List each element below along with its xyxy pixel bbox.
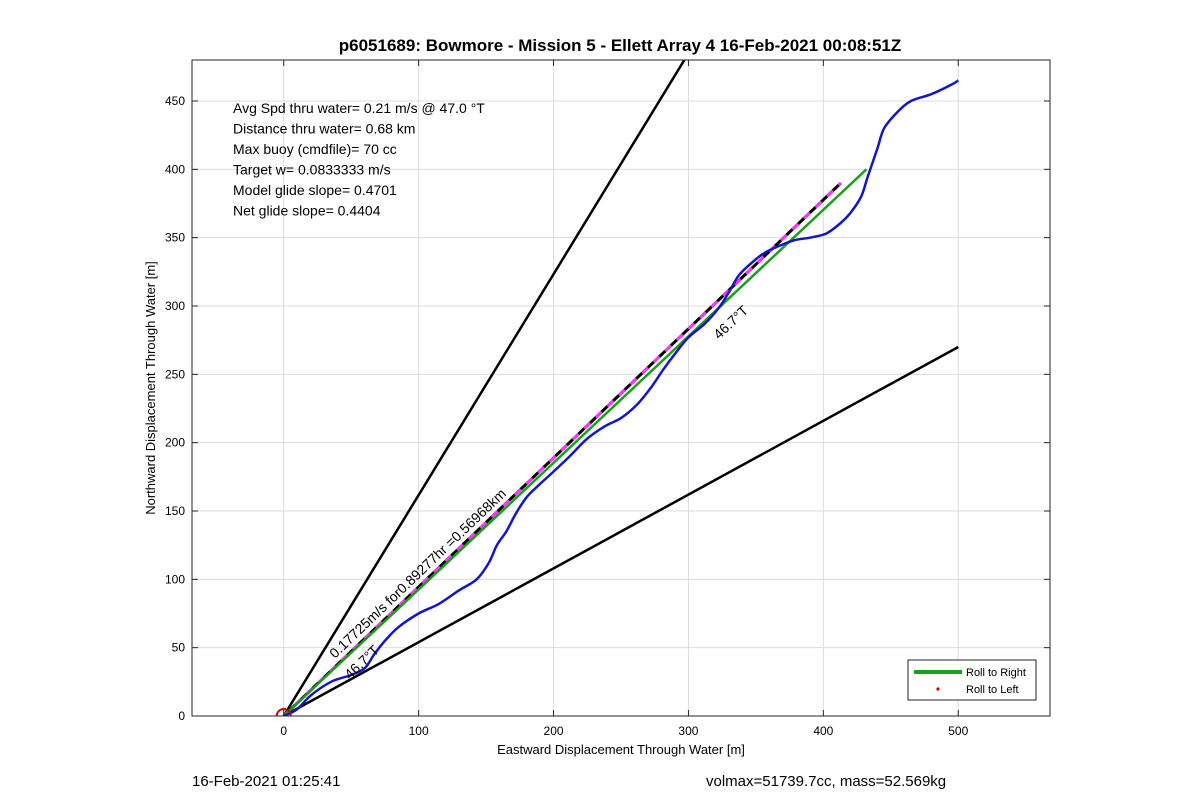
x-tick-label: 500 bbox=[948, 724, 968, 738]
stats-annotation-line: Distance thru water= 0.68 km bbox=[233, 121, 415, 137]
y-tick-label: 100 bbox=[165, 572, 185, 586]
x-axis-label: Eastward Displacement Through Water [m] bbox=[497, 742, 745, 757]
glide-bound-steep-line bbox=[282, 60, 686, 716]
x-tick-label: 100 bbox=[409, 724, 429, 738]
grid-lines bbox=[192, 60, 1050, 717]
stats-annotation-line: Net glide slope= 0.4404 bbox=[233, 203, 381, 219]
current-track-dash bbox=[282, 181, 842, 716]
stats-annotation-line: Model glide slope= 0.4701 bbox=[233, 182, 397, 198]
legend-label-roll-right: Roll to Right bbox=[966, 667, 1026, 679]
legend-swatch-roll-left bbox=[936, 687, 940, 691]
y-tick-label: 300 bbox=[165, 299, 185, 313]
plot-area bbox=[192, 60, 1050, 716]
y-tick-label: 50 bbox=[172, 641, 186, 655]
plot-frame bbox=[191, 59, 1051, 717]
y-tick-label: 350 bbox=[165, 231, 185, 245]
y-tick-label: 450 bbox=[165, 94, 185, 108]
axis-ticks: 0 100 200 300 400 500 0 50 100 150 200 250 300 350 400… bbox=[165, 60, 1050, 738]
glider-track-line bbox=[283, 79, 959, 716]
footer-timestamp: 16-Feb-2021 01:25:41 bbox=[192, 773, 341, 790]
y-tick-label: 150 bbox=[165, 504, 185, 518]
glide-bound-shallow-line bbox=[283, 345, 959, 716]
roll-to-right-line bbox=[282, 168, 868, 716]
x-tick-label: 0 bbox=[280, 724, 287, 738]
stats-annotations: Avg Spd thru water= 0.21 m/s @ 47.0 °T Di… bbox=[233, 100, 485, 219]
y-tick-label: 0 bbox=[178, 709, 185, 723]
footer-vehicle-info: volmax=51739.7cc, mass=52.569kg bbox=[706, 773, 947, 790]
series-layer bbox=[275, 60, 959, 716]
origin-circle-marker bbox=[275, 708, 292, 716]
y-tick-label: 400 bbox=[165, 162, 185, 176]
stats-annotation-line: Target w= 0.0833333 m/s bbox=[233, 162, 391, 178]
stats-annotation-line: Avg Spd thru water= 0.21 m/s @ 47.0 °T bbox=[233, 100, 485, 116]
y-axis-label: Northward Displacement Through Water [m] bbox=[143, 261, 158, 515]
x-tick-label: 400 bbox=[813, 724, 833, 738]
legend: Roll to Right Roll to Left bbox=[907, 659, 1037, 701]
x-tick-label: 200 bbox=[544, 724, 564, 738]
y-tick-label: 200 bbox=[165, 436, 185, 450]
stats-annotation-line: Max buoy (cmdfile)= 70 cc bbox=[233, 141, 397, 157]
legend-label-roll-left: Roll to Left bbox=[966, 684, 1019, 696]
y-tick-label: 250 bbox=[165, 367, 185, 381]
legend-box bbox=[907, 659, 1037, 701]
chart-title: p6051689: Bowmore - Mission 5 - Ellett A… bbox=[339, 36, 902, 55]
x-tick-label: 300 bbox=[678, 724, 698, 738]
